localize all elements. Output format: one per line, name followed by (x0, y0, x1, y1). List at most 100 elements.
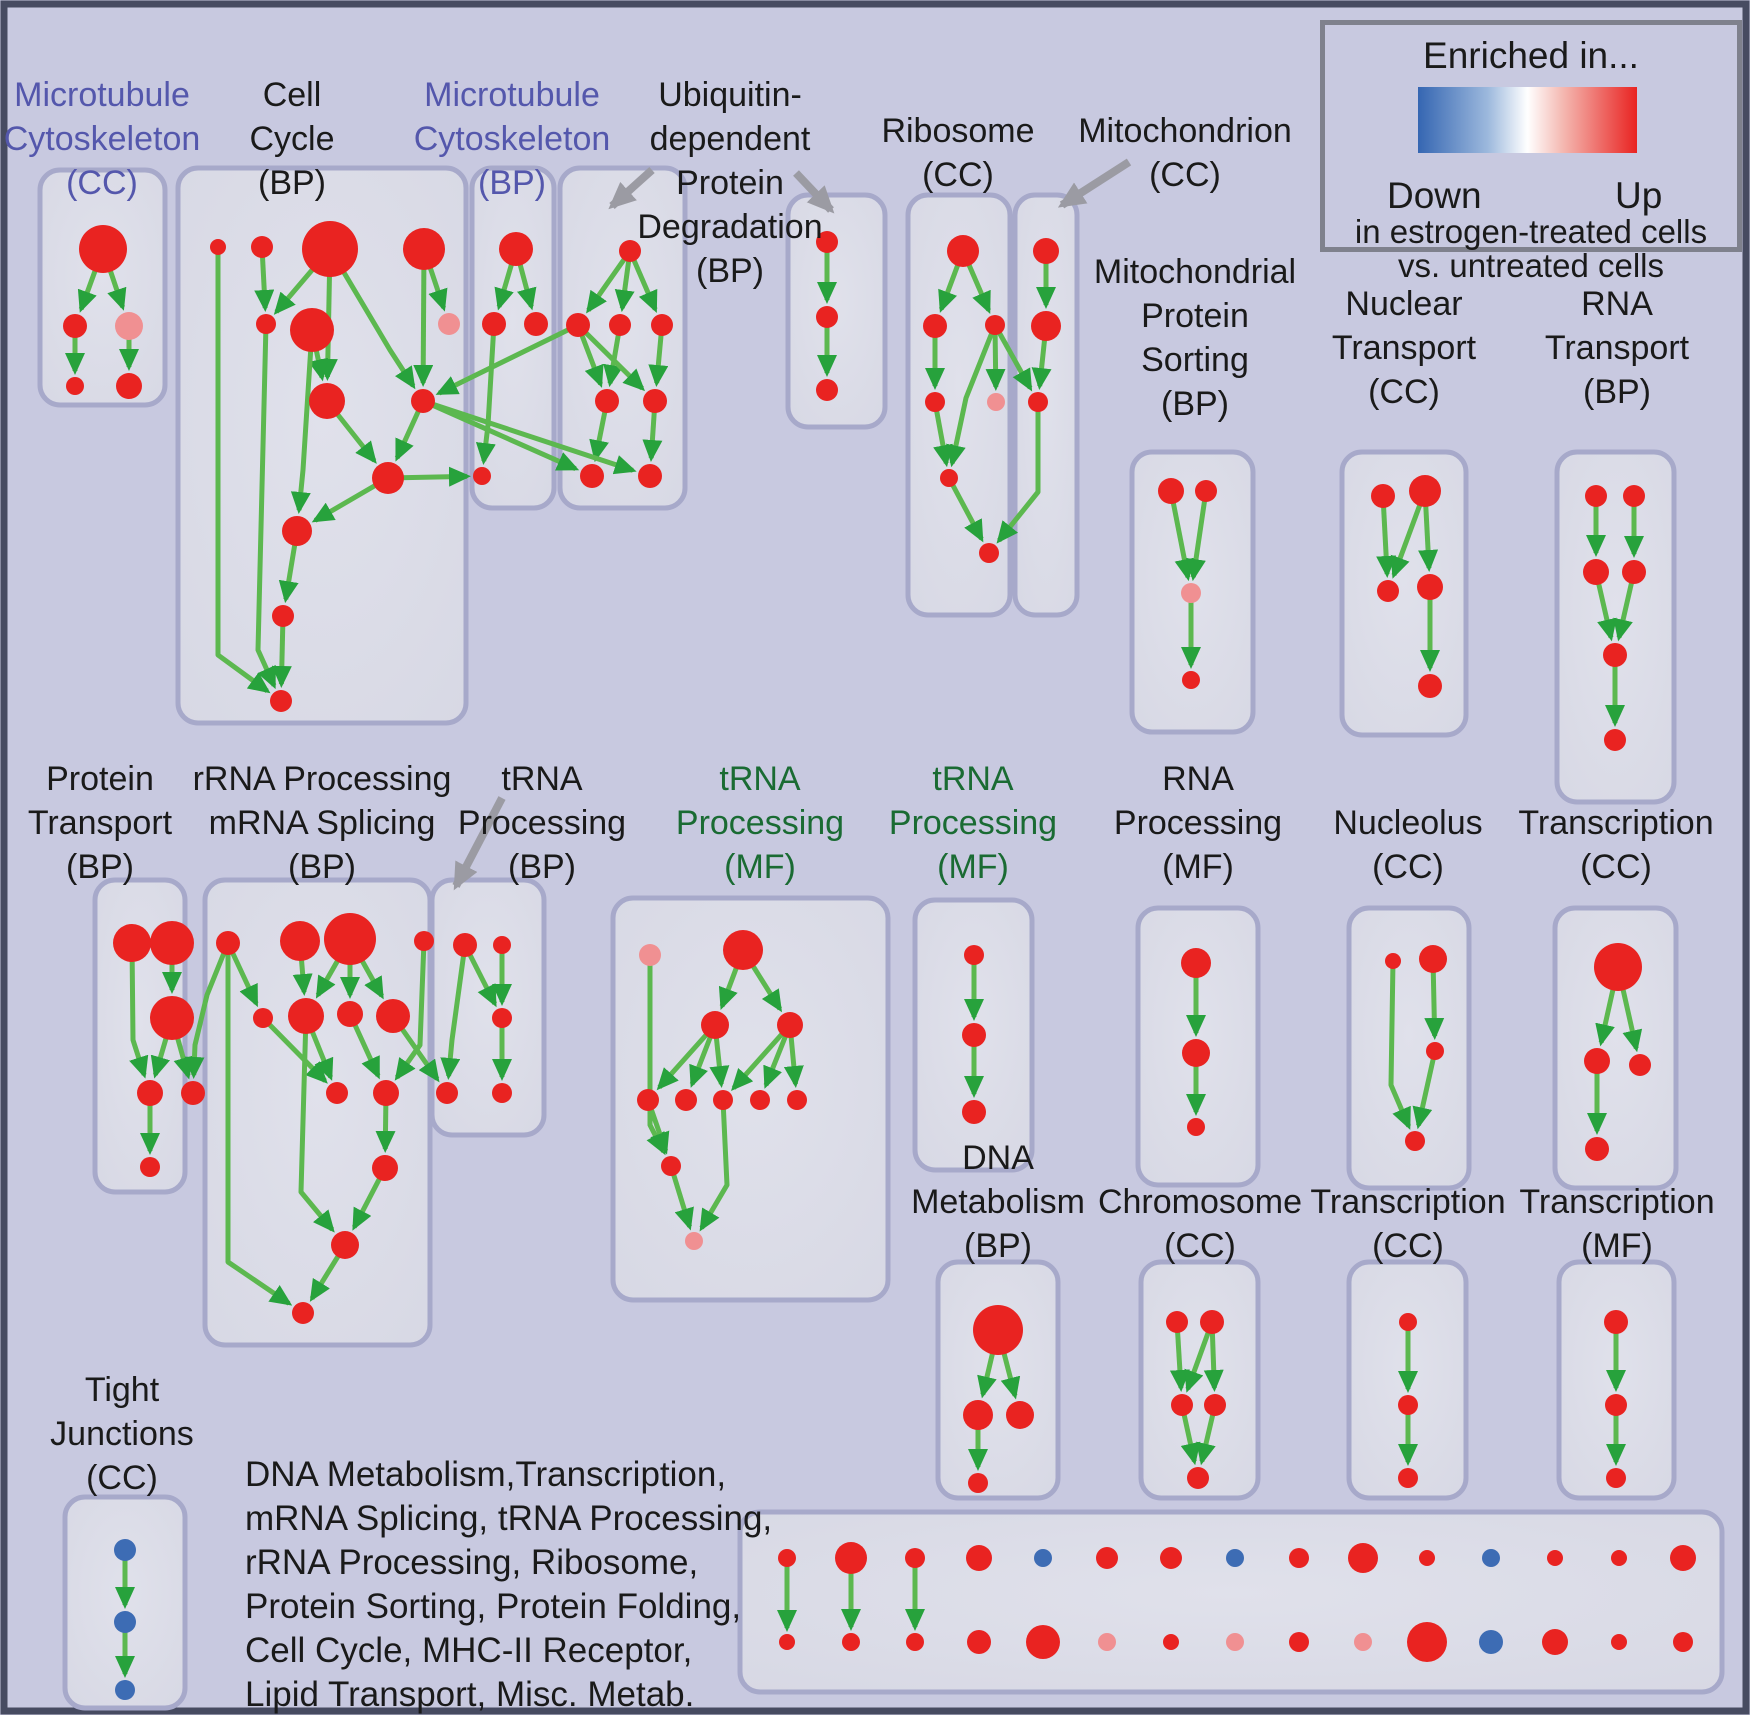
node-mt_cc-BR (116, 373, 142, 399)
node-rna_transport-CV (1603, 643, 1627, 667)
node-rrna-m4 (376, 999, 410, 1033)
cluster-label-trna_mf_large-line-0: tRNA (719, 760, 801, 798)
edge-cell_cycle-l-m (271, 615, 292, 688)
node-trna_mf_large-T (723, 930, 763, 970)
node-rna_transport-MR (1622, 560, 1646, 584)
node-rna_transport-TL (1585, 485, 1607, 507)
cross-edge-5 (996, 402, 1041, 544)
cluster-label-mito_sorting-line-3: (BP) (1161, 385, 1229, 423)
node-overview-t14 (1670, 1545, 1696, 1571)
cluster-label-ubiquitin-line-0: Ubiquitin- (658, 76, 802, 114)
legend-down-label: Down (1387, 175, 1482, 216)
annotation-arrow-3 (452, 796, 506, 891)
cross-edge-4 (992, 323, 1033, 392)
node-overview-b7 (1226, 1633, 1244, 1651)
node-overview-t12 (1547, 1550, 1563, 1566)
edge-nucleolus-TL-B (1388, 960, 1411, 1130)
edge-rrna-t4-l2 (394, 940, 427, 1081)
edge-ribosome-LL-CV (932, 401, 953, 468)
cluster-label-tight_junctions-line-1: Junctions (50, 1415, 194, 1453)
node-protein_transport-M (150, 996, 194, 1040)
node-mt_cc-T (79, 225, 127, 273)
node-cell_cycle-j (372, 462, 404, 494)
node-rrna-t2 (280, 921, 320, 961)
node-transcription_cc-B (1585, 1137, 1609, 1161)
node-nuclear_transport-TL (1371, 484, 1395, 508)
node-ubiquitin-T (619, 240, 641, 262)
cluster-label-nuclear_transport-line-2: (CC) (1368, 373, 1440, 411)
node-trna_mf_large-B1 (637, 1089, 659, 1111)
node-rrna-m2 (288, 998, 324, 1034)
cluster-label-rna_transport-line-0: RNA (1581, 285, 1653, 323)
node-overview-t9 (1348, 1543, 1378, 1573)
cross-edge-2 (422, 398, 637, 475)
node-overview-t3 (966, 1545, 992, 1571)
node-ribosome-P (987, 393, 1005, 411)
node-rrna-t4 (414, 931, 434, 951)
node-overview-t11 (1482, 1549, 1500, 1567)
node-transcription_mf-N1 (1604, 1310, 1628, 1334)
cluster-label-mito_sorting-line-1: Protein (1141, 297, 1249, 335)
node-trna_bp-TR (493, 936, 511, 954)
node-cell_cycle-l (272, 605, 294, 627)
cluster-label-chromosome-line-1: (CC) (1164, 1227, 1236, 1265)
edge-ribosome-MR-P (985, 324, 1006, 391)
node-mt_cc-ML (63, 314, 87, 338)
node-transcription_cc2-N3 (1398, 1468, 1418, 1488)
edge-ubiquitin-T-ML (586, 249, 633, 314)
node-tight_junctions-N1 (114, 1539, 136, 1561)
cluster-label-trna_bp-line-2: (BP) (508, 848, 576, 886)
node-rrna-l1 (326, 1082, 348, 1104)
cross-edge-6 (184, 942, 231, 1079)
node-trna_mf_large-B4 (750, 1090, 770, 1110)
cluster-label-protein_transport-line-0: Protein (46, 760, 154, 798)
misc-text-line-1: mRNA Splicing, tRNA Processing, (245, 1499, 773, 1538)
edge-mito_sorting-TR-P (1186, 490, 1209, 582)
node-overview-t0 (778, 1549, 796, 1567)
node-ubi_chain-N1 (816, 231, 838, 253)
edge-ribosome-MR-CV (946, 324, 998, 468)
cluster-label-rna_processing-line-1: Processing (1114, 804, 1282, 842)
node-dna_metabolism-B (968, 1473, 988, 1493)
legend-gradient-bar (1418, 87, 1637, 153)
node-ubiquitin-MR (651, 314, 673, 336)
node-ribosome-B (979, 543, 999, 563)
node-mt_cc-MR (115, 312, 143, 340)
legend-subtitle-1: in estrogen-treated cells (1354, 213, 1708, 250)
node-overview-t4 (1034, 1549, 1052, 1567)
node-ubi_chain-N3 (816, 379, 838, 401)
node-trna_mf_large-LOW (661, 1156, 681, 1176)
node-tight_junctions-N3 (115, 1680, 135, 1700)
node-nucleolus-M (1426, 1042, 1444, 1060)
node-cell_cycle-m (270, 690, 292, 712)
cluster-box-mt_cc (37, 167, 168, 408)
node-overview-t5 (1096, 1547, 1118, 1569)
node-ubiquitin-MC (609, 314, 631, 336)
node-ribosome-T (947, 235, 979, 267)
cluster-box-nuclear_transport (1339, 449, 1469, 738)
node-overview-b13 (1611, 1634, 1627, 1650)
node-ribosome-ML (923, 314, 947, 338)
cluster-label-transcription_cc2-line-0: Transcription (1310, 1183, 1505, 1221)
cluster-label-mito_sorting-line-0: Mitochondrial (1094, 253, 1296, 291)
node-nucleolus-TR (1419, 945, 1447, 973)
node-mito_sorting-B (1182, 671, 1200, 689)
node-transcription_mf-N3 (1606, 1468, 1626, 1488)
node-dna_metabolism-MR (1006, 1401, 1034, 1429)
cluster-label-trna_mf_small-line-0: tRNA (932, 760, 1014, 798)
node-overview-b9 (1354, 1633, 1372, 1651)
node-rrna-t3 (324, 913, 376, 965)
cluster-label-dna_metabolism-line-0: DNA (962, 1139, 1034, 1177)
edge-cell_cycle-e-m (255, 323, 277, 690)
node-cell_cycle-d (403, 228, 445, 270)
cluster-label-ribosome-line-0: Ribosome (881, 112, 1034, 150)
legend-up-label: Up (1615, 175, 1663, 216)
node-cell_cycle-h (309, 383, 345, 419)
node-trna_bp-LL (436, 1082, 458, 1104)
cross-edge-1 (421, 398, 580, 471)
node-overview-t1 (835, 1542, 867, 1574)
node-nuclear_transport-MR (1417, 574, 1443, 600)
cluster-label-trna_mf_large-line-1: Processing (676, 804, 844, 842)
